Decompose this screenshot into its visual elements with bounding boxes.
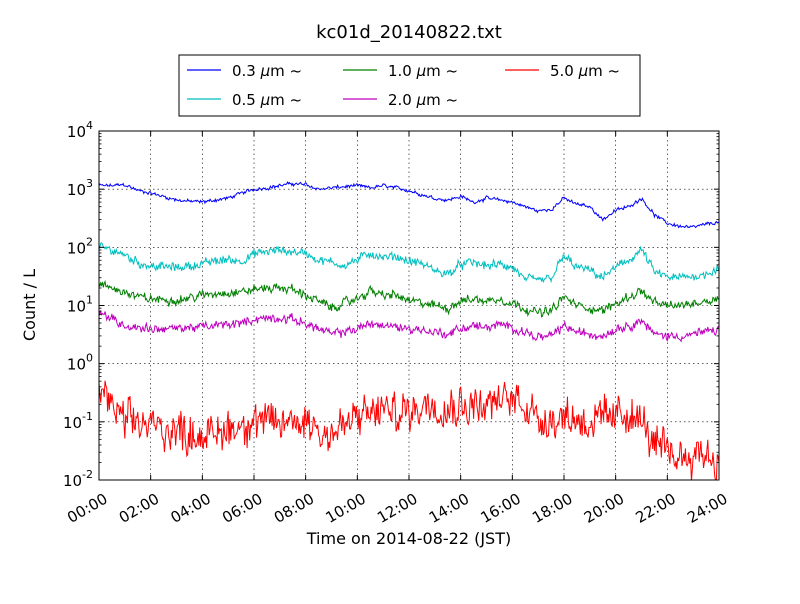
legend-label-unit: m ~ xyxy=(270,91,302,109)
chart-title: kc01d_20140822.txt xyxy=(316,22,502,43)
legend-label-0: 0.3 μm ~ xyxy=(232,62,302,80)
y-tick-exponent: -1 xyxy=(82,410,93,423)
axis-ticks xyxy=(98,130,720,481)
legend-label-mu: μ xyxy=(416,91,427,109)
y-tick-label-3: 101 xyxy=(67,294,93,316)
x-tick-labels: 00:00 02:00 04:00 06:00 08:00 10:00 12:00 14:00… xyxy=(64,490,730,527)
y-tick-exponent: 4 xyxy=(86,119,93,132)
legend-label-size: 2.0 xyxy=(388,91,417,109)
legend: 0.3 μm ~0.5 μm ~1.0 μm ~2.0 μm ~5.0 μm ~ xyxy=(178,54,641,117)
y-tick-label-6: 104 xyxy=(67,119,93,141)
y-tick-base: 10 xyxy=(67,356,86,374)
y-tick-label-0: 10-2 xyxy=(63,468,93,490)
x-axis-label: Time on 2014-08-22 (JST) xyxy=(306,529,511,548)
y-tick-label-4: 102 xyxy=(67,235,93,257)
series-line-4 xyxy=(99,380,719,480)
legend-label-size: 5.0 xyxy=(550,62,579,80)
legend-label-4: 5.0 μm ~ xyxy=(550,62,620,80)
series-line-2 xyxy=(99,279,719,318)
legend-label-unit: m ~ xyxy=(588,62,620,80)
series-line-1 xyxy=(99,242,719,284)
legend-label-unit: m ~ xyxy=(426,62,458,80)
y-tick-base: 10 xyxy=(63,472,82,490)
x-tick-label-2: 04:00 xyxy=(167,490,213,527)
y-tick-exponent: -2 xyxy=(82,468,93,481)
y-tick-base: 10 xyxy=(67,239,86,257)
legend-label-mu: μ xyxy=(260,62,271,80)
series-layer xyxy=(99,181,719,480)
x-tick-label-1: 02:00 xyxy=(116,490,162,527)
y-tick-label-1: 10-1 xyxy=(63,410,93,432)
x-tick-label-7: 14:00 xyxy=(426,490,472,527)
legend-label-mu: μ xyxy=(578,62,589,80)
y-tick-base: 10 xyxy=(67,123,86,141)
legend-label-size: 0.3 xyxy=(232,62,261,80)
y-tick-label-5: 103 xyxy=(67,177,93,199)
x-tick-label-10: 20:00 xyxy=(581,490,627,527)
legend-label-mu: μ xyxy=(260,91,271,109)
legend-label-unit: m ~ xyxy=(270,62,302,80)
x-tick-label-9: 18:00 xyxy=(529,490,575,527)
legend-label-mu: μ xyxy=(416,62,427,80)
y-tick-exponent: 2 xyxy=(86,235,93,248)
y-tick-exponent: 3 xyxy=(86,177,93,190)
y-tick-base: 10 xyxy=(67,298,86,316)
y-tick-base: 10 xyxy=(67,181,86,199)
legend-label-3: 2.0 μm ~ xyxy=(388,91,458,109)
y-tick-exponent: 1 xyxy=(86,294,93,307)
legend-label-2: 1.0 μm ~ xyxy=(388,62,458,80)
legend-label-size: 1.0 xyxy=(388,62,417,80)
series-line-0 xyxy=(99,181,719,229)
x-tick-label-6: 12:00 xyxy=(374,490,420,527)
y-tick-base: 10 xyxy=(63,414,82,432)
x-tick-label-3: 06:00 xyxy=(219,490,265,527)
x-tick-label-8: 16:00 xyxy=(477,490,523,527)
x-tick-label-4: 08:00 xyxy=(271,490,317,527)
y-tick-label-2: 100 xyxy=(67,352,93,374)
y-tick-exponent: 0 xyxy=(86,352,93,365)
x-tick-label-12: 24:00 xyxy=(684,490,730,527)
legend-label-1: 0.5 μm ~ xyxy=(232,91,302,109)
x-tick-label-5: 10:00 xyxy=(322,490,368,527)
legend-label-size: 0.5 xyxy=(232,91,261,109)
legend-box xyxy=(178,54,641,117)
x-tick-label-11: 22:00 xyxy=(632,490,678,527)
x-tick-label-0: 00:00 xyxy=(64,490,110,527)
series-line-3 xyxy=(99,309,719,343)
y-axis-label: Count / L xyxy=(20,269,39,341)
legend-label-unit: m ~ xyxy=(426,91,458,109)
